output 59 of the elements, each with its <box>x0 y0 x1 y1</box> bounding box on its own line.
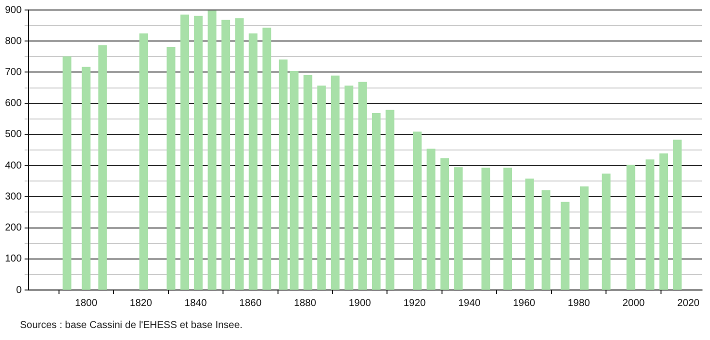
x-tick-label: 1800 <box>75 298 98 309</box>
bar <box>542 190 550 290</box>
bar <box>673 140 682 290</box>
bar <box>82 66 90 290</box>
bar <box>525 178 534 290</box>
bar <box>290 70 299 290</box>
bar <box>221 20 230 290</box>
bar <box>194 16 203 290</box>
x-tick-label: 1820 <box>130 298 152 309</box>
bar <box>440 158 450 290</box>
x-tick-label: 1960 <box>512 298 536 309</box>
y-tick-label: 0 <box>16 284 22 296</box>
source-note: Sources : base Cassini de l'EHESS et base Insee. <box>20 320 243 331</box>
bar <box>180 14 190 290</box>
bar <box>317 86 326 290</box>
x-tick-label: 2020 <box>677 298 700 309</box>
x-tick-label: 1880 <box>294 298 317 309</box>
bar <box>560 202 570 290</box>
bar <box>659 153 668 290</box>
bar <box>454 167 463 290</box>
y-tick-label: 600 <box>4 98 22 110</box>
bar <box>139 33 148 290</box>
y-tick-label: 500 <box>4 129 22 140</box>
y-tick-label: 900 <box>4 4 22 16</box>
bar <box>98 45 107 290</box>
bar <box>304 75 312 290</box>
y-tick-label: 800 <box>4 36 22 47</box>
bar <box>330 76 340 290</box>
x-tick-label: 1920 <box>403 298 426 309</box>
bar <box>580 186 589 290</box>
bar <box>413 132 422 290</box>
bar <box>426 148 436 290</box>
bar <box>208 10 216 290</box>
x-tick-label: 1900 <box>348 298 372 309</box>
bar <box>372 112 381 290</box>
bar <box>248 33 258 290</box>
y-tick-label: 100 <box>4 254 22 265</box>
x-tick-label: 1860 <box>239 298 262 309</box>
bar <box>503 168 512 290</box>
y-tick-label: 300 <box>4 191 22 202</box>
bar <box>358 82 367 290</box>
y-tick-label: 700 <box>4 66 22 78</box>
x-tick-label: 2000 <box>622 298 646 309</box>
bar <box>602 174 611 290</box>
x-tick-label: 1840 <box>184 298 208 309</box>
bar <box>278 59 288 290</box>
bar <box>262 28 272 290</box>
bar <box>481 168 490 290</box>
bar <box>626 164 636 290</box>
bar <box>344 86 354 290</box>
x-tick-label: 1980 <box>568 298 590 309</box>
bar <box>62 56 72 290</box>
bar <box>235 18 244 290</box>
bar <box>646 159 654 290</box>
y-tick-label: 400 <box>4 160 22 172</box>
y-tick-label: 200 <box>4 222 22 234</box>
x-tick-label: 1940 <box>458 298 481 309</box>
bar <box>166 47 176 290</box>
bar <box>386 110 394 290</box>
